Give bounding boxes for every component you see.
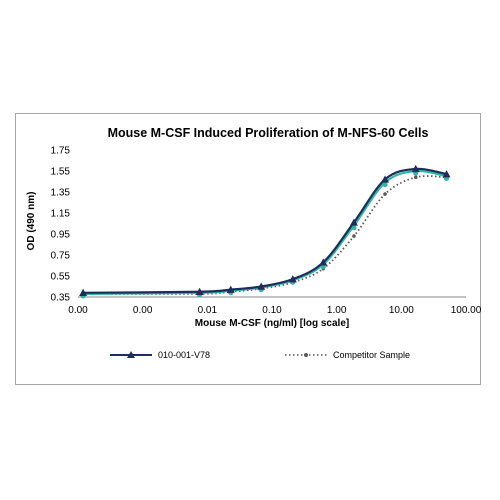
y-tick-label: 1.75 (51, 146, 71, 157)
x-tick-label: 1.00 (327, 305, 347, 316)
data-point (381, 175, 390, 183)
x-tick-label: 10.00 (389, 305, 414, 316)
legend-label-series-1: 010-001-V78 (158, 350, 210, 360)
data-point (411, 164, 420, 173)
x-tick-label: 0.00 (133, 305, 153, 316)
legend: 010-001-V78 Competitor Sample (110, 350, 410, 360)
data-point (319, 258, 328, 266)
data-point (349, 218, 358, 226)
legend-label-series-3: Competitor Sample (333, 350, 410, 360)
data-point (352, 234, 356, 238)
series-line-2 (83, 169, 447, 295)
y-tick-label: 0.95 (51, 230, 71, 241)
series-line-1 (83, 167, 447, 294)
series-2 (80, 169, 450, 299)
chart-frame (15, 113, 481, 385)
data-point (351, 225, 357, 231)
data-point (79, 288, 88, 296)
x-tick-labels: 0.00 0.00 0.01 0.10 1.00 10.00 100.00 (68, 305, 481, 316)
legend-marker-series-1 (127, 351, 135, 358)
series-layer (79, 164, 451, 299)
y-tick-label: 1.15 (51, 209, 71, 220)
data-point (257, 282, 266, 290)
x-axis-title: Mouse M-CSF (ng/ml) [log scale] (195, 318, 349, 329)
y-tick-labels: 0.35 0.55 0.75 0.95 1.15 1.35 1.55 1.75 (51, 146, 71, 304)
data-point (288, 275, 297, 283)
x-tick-label: 100.00 (451, 305, 482, 316)
data-point (226, 285, 235, 293)
data-point (413, 175, 418, 180)
y-tick-label: 1.55 (51, 167, 71, 178)
data-point (382, 181, 388, 188)
chart-title: Mouse M-CSF Induced Proliferation of M-N… (108, 126, 429, 140)
series-1 (79, 164, 451, 296)
legend-marker-series-3 (304, 353, 308, 357)
x-tick-label: 0.00 (68, 305, 88, 316)
y-axis-title: OD (490 nm) (26, 192, 37, 251)
y-tick-label: 0.35 (51, 293, 71, 304)
x-tick-label: 0.10 (262, 305, 282, 316)
y-tick-label: 0.55 (51, 272, 71, 283)
series-3 (81, 175, 449, 296)
data-point (383, 192, 387, 196)
y-tick-label: 0.75 (51, 251, 71, 262)
series-line-3 (83, 175, 447, 295)
y-tick-label: 1.35 (51, 188, 71, 199)
data-point (195, 287, 204, 295)
data-point (442, 170, 451, 178)
x-tick-label: 0.01 (198, 305, 218, 316)
